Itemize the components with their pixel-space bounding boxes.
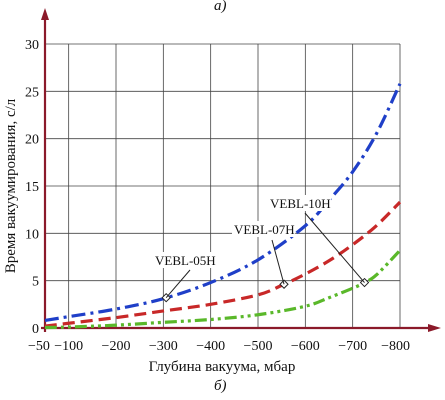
y-axis-label: Время вакуумирования, с/л [3, 98, 19, 273]
x-tick-label: −800 [381, 339, 410, 354]
annotations-layer: VEBL-05H VEBL-07H VEBL-10H [153, 195, 365, 299]
x-tick-label: −700 [338, 339, 367, 354]
x-tick-label: −400 [196, 339, 225, 354]
series-line-vebl-07h [44, 200, 402, 328]
tick-labels: 0 5 10 15 20 25 30 −50 −100 −200 −300 −400 −500 −600 −… [25, 38, 410, 354]
series-line-vebl-10h [44, 249, 402, 330]
annotation-bg [153, 252, 217, 268]
x-tick-label: −50 [28, 339, 50, 354]
annotation-bg [232, 221, 296, 237]
y-tick-label: 25 [25, 85, 39, 100]
axes [41, 8, 441, 332]
x-tick-label: −300 [149, 339, 178, 354]
x-tick-label: −600 [291, 339, 320, 354]
annotation-leader [304, 212, 365, 283]
series-line-vebl-05h [44, 83, 402, 323]
annotation-bg [268, 195, 332, 211]
annotation-leader [165, 269, 191, 299]
y-tick-label: 30 [25, 38, 39, 53]
annotation-label: VEBL-05H [155, 253, 216, 268]
annotation-label: VEBL-10H [270, 196, 331, 211]
grid [45, 43, 401, 328]
series-layer [44, 83, 402, 330]
y-axis-arrow [41, 8, 49, 20]
caption-top: а) [214, 0, 227, 14]
x-tick-label: −500 [244, 339, 273, 354]
x-axis-arrow [428, 324, 441, 332]
x-tick-label: −100 [54, 339, 83, 354]
caption-bottom: б) [214, 378, 227, 394]
y-tick-label: 20 [25, 133, 39, 148]
y-tick-label: 0 [32, 322, 39, 337]
annotation-leader [271, 239, 285, 285]
y-tick-label: 10 [25, 227, 39, 242]
annotation-label: VEBL-07H [234, 222, 295, 237]
y-tick-label: 15 [25, 180, 39, 195]
y-tick-label: 5 [32, 275, 39, 290]
x-axis-label: Глубина вакуума, мбар [149, 359, 296, 375]
x-tick-label: −200 [102, 339, 131, 354]
